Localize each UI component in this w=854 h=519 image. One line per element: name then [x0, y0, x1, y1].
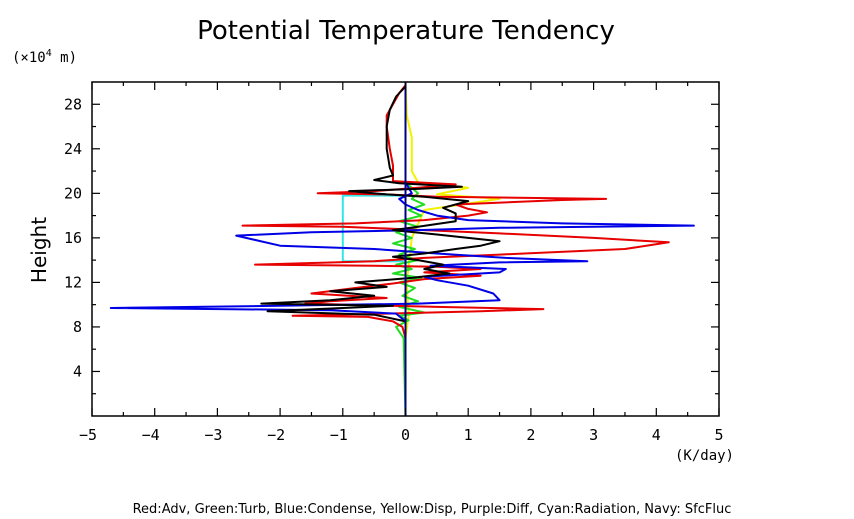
y-unit-suffix: m)	[52, 50, 77, 66]
x-tick-label: 0	[401, 426, 410, 444]
x-tick-label: 4	[652, 426, 661, 444]
y-tick-label: 16	[64, 229, 82, 247]
x-tick-label: −4	[142, 426, 160, 444]
x-tick-label: 1	[464, 426, 473, 444]
series-layer	[109, 81, 695, 417]
x-tick-label: −5	[79, 426, 97, 444]
x-axis-unit: (K/day)	[675, 448, 734, 464]
y-unit-prefix: (×10	[12, 50, 46, 66]
series-line-net	[260, 82, 501, 416]
y-tick-label: 20	[64, 184, 82, 202]
y-tick-label: 28	[64, 95, 82, 113]
y-axis-unit: (×104 m)	[12, 48, 77, 66]
y-axis-label: Height	[27, 217, 51, 283]
y-ticks: 4 8 12 16 20 24 28	[64, 95, 719, 395]
x-tick-label: −3	[204, 426, 222, 444]
x-tick-label: 5	[714, 426, 723, 444]
x-tick-label: −1	[330, 426, 348, 444]
y-tick-label: 12	[64, 273, 82, 291]
x-tick-label: 3	[589, 426, 598, 444]
y-tick-label: 24	[64, 140, 82, 158]
chart-title: Potential Temperature Tendency	[197, 16, 615, 46]
y-tick-label: 4	[73, 362, 82, 380]
legend-text: Red:Adv, Green:Turb, Blue:Condense, Yell…	[133, 502, 732, 517]
x-ticks: −5 −4 −3 −2 −1 0 1 2 3 4 5	[79, 82, 724, 444]
series-line-condense	[109, 82, 695, 416]
y-unit-exponent: 4	[46, 48, 52, 59]
y-tick-label: 8	[73, 318, 82, 336]
x-tick-label: 2	[526, 426, 535, 444]
series-line-turb	[392, 82, 426, 417]
x-tick-label: −2	[267, 426, 285, 444]
